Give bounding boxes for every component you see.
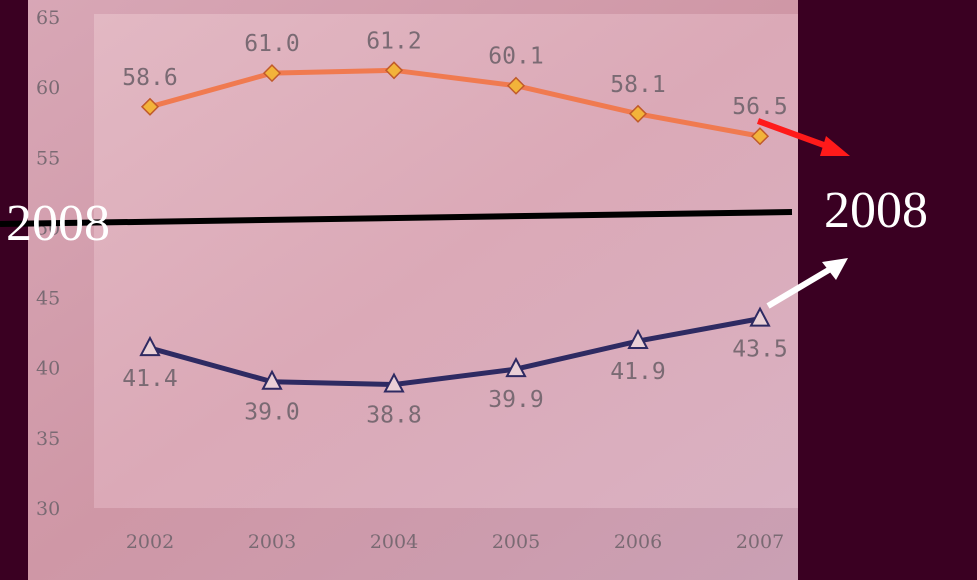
data-label: 56.5 <box>732 94 787 120</box>
data-point-marker <box>139 335 161 357</box>
data-point-marker <box>506 76 526 95</box>
y-tick-label: 60 <box>36 77 60 99</box>
upper-arrow <box>756 118 850 156</box>
lower-arrow-shaft <box>766 265 834 309</box>
left-year-label: 2008 <box>6 195 110 252</box>
data-point-marker <box>505 356 527 378</box>
y-tick-label: 30 <box>36 498 60 520</box>
data-label: 61.0 <box>244 31 299 57</box>
data-label: 58.1 <box>610 72 665 98</box>
data-point-marker <box>383 372 405 393</box>
y-tick-label: 40 <box>36 358 60 380</box>
data-point-marker <box>750 127 770 146</box>
data-point-marker <box>628 104 648 123</box>
x-tick-label: 2004 <box>370 531 418 553</box>
upper-arrow-head <box>820 136 850 156</box>
x-tick-label: 2007 <box>736 531 784 553</box>
data-label: 60.1 <box>488 44 543 70</box>
data-label: 41.4 <box>122 366 177 392</box>
data-labels: 58.6 61.0 61.2 60.1 58.1 56.5 41.4 39.0 38.8 39.9… <box>122 28 787 428</box>
upper-arrow-shaft <box>756 118 834 151</box>
x-tick-label: 2006 <box>614 531 662 553</box>
data-label: 39.0 <box>244 400 299 426</box>
series-group <box>139 61 771 393</box>
data-point-marker <box>627 328 649 350</box>
plot-area <box>94 14 798 508</box>
data-point-marker <box>261 369 283 390</box>
x-axis: 2002 2003 2004 2005 2006 2007 <box>126 531 784 553</box>
x-tick-label: 2005 <box>492 531 540 553</box>
series-line <box>149 316 761 388</box>
data-point-marker <box>262 64 282 83</box>
data-point-marker <box>140 97 160 116</box>
data-label: 43.5 <box>732 337 787 363</box>
lower-arrow-head <box>822 258 848 280</box>
lower-arrow <box>766 258 848 309</box>
data-point-marker <box>749 306 771 327</box>
data-label: 61.2 <box>366 28 421 54</box>
data-label: 58.6 <box>122 65 177 91</box>
right-dark-band <box>798 0 977 580</box>
divider-line <box>0 209 793 227</box>
data-label: 41.9 <box>610 359 665 385</box>
data-label: 39.9 <box>488 387 543 413</box>
y-tick-label: 45 <box>36 288 60 310</box>
series-line <box>149 67 761 139</box>
left-dark-band <box>0 0 28 580</box>
x-tick-label: 2002 <box>126 531 174 553</box>
y-tick-label: 65 <box>36 7 60 29</box>
x-tick-label: 2003 <box>248 531 296 553</box>
y-tick-label: 35 <box>36 428 60 450</box>
y-tick-label: 55 <box>36 147 60 169</box>
data-point-marker <box>384 61 404 80</box>
data-label: 38.8 <box>366 403 421 429</box>
right-year-label: 2008 <box>824 182 928 239</box>
